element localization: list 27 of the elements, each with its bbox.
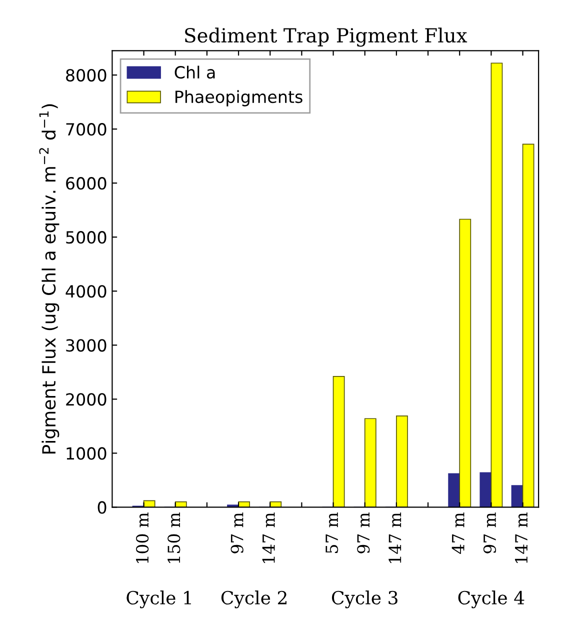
x-tick-label: 100 m (136, 512, 149, 563)
y-tick-label: 6000 (66, 177, 106, 190)
y-tick-label: 4000 (66, 285, 106, 298)
x-tick-label: 147 m (515, 512, 528, 563)
y-axis-title: Pigment Flux (ug Chl a equiv. m$^{−2}$ d$^{−1}$) (39, 104, 60, 454)
y-tick-label: 2000 (66, 393, 106, 406)
x-tick-label: 97 m (483, 512, 496, 554)
x-tick-label: 147 m (388, 512, 402, 563)
x-tick-label: 97 m (230, 512, 244, 554)
x-tick-label: 147 m (262, 512, 275, 563)
legend-label: Phaeopigments (176, 90, 302, 106)
y-tick-label: 8000 (66, 68, 106, 82)
y-tick-label: 7000 (66, 123, 106, 136)
chart-title: Sediment Trap Pigment Flux (185, 28, 468, 47)
text: Cycle 4 (458, 590, 524, 608)
y-tick-label: 1000 (66, 447, 106, 460)
x-tick-label: 97 m (357, 512, 370, 554)
x-tick-label: 47 m (452, 512, 464, 554)
y-tick-label: 3000 (66, 339, 106, 352)
y-tick-label: 0 (98, 501, 106, 514)
text: Cycle 1 (126, 590, 191, 608)
x-tick-label: 150 m (168, 512, 180, 563)
legend-label: Chl a (174, 66, 215, 79)
y-tick-label: 5000 (66, 231, 106, 244)
x-tick-label: 57 m (326, 512, 338, 553)
text: Cycle 3 (332, 590, 398, 608)
text: Cycle 2 (221, 590, 286, 608)
